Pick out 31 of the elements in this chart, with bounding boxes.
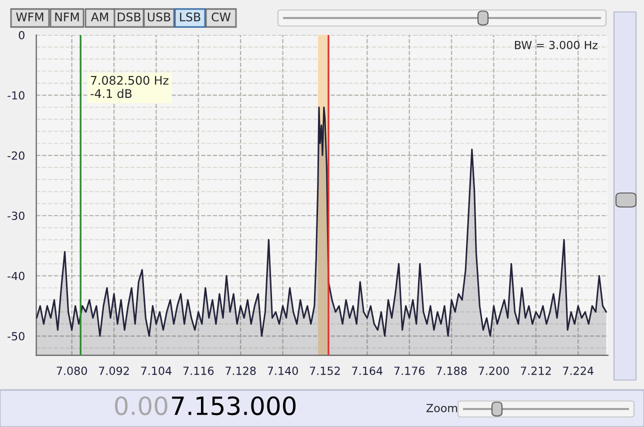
y-tick-label: -30 bbox=[8, 212, 24, 220]
y-tick-label: -20 bbox=[8, 151, 24, 160]
text: AM bbox=[90, 12, 108, 22]
x-tick-label: 7.104 bbox=[141, 366, 172, 376]
text: Zoom bbox=[426, 404, 458, 412]
text: DSB bbox=[118, 12, 141, 22]
text: CW bbox=[212, 12, 231, 22]
x-tick-label: 7.188 bbox=[436, 366, 467, 376]
text: NFM bbox=[55, 12, 79, 22]
x-tick-label: 7.080 bbox=[56, 366, 87, 376]
x-tick-label: 7.092 bbox=[99, 366, 129, 376]
annotation: BW = 3.000 Hz bbox=[514, 40, 598, 50]
annotation: 7.082.500 Hz -4.1 dB bbox=[90, 76, 168, 98]
x-tick-label: 7.164 bbox=[352, 366, 382, 376]
x-tick-label: 7.140 bbox=[268, 366, 298, 376]
x-tick-label: 7.116 bbox=[183, 366, 214, 376]
text: 7.153.000 bbox=[172, 396, 296, 416]
y-tick-label: -40 bbox=[8, 272, 24, 280]
x-tick-label: 7.128 bbox=[226, 366, 256, 376]
text: LSB bbox=[180, 12, 200, 22]
y-tick-label: -10 bbox=[8, 91, 24, 100]
text: USB bbox=[148, 12, 170, 22]
x-tick-label: 7.212 bbox=[520, 366, 551, 375]
x-tick-label: 7.176 bbox=[394, 366, 425, 376]
text: 0.00 bbox=[114, 396, 168, 416]
x-tick-label: 7.200 bbox=[478, 366, 509, 376]
y-tick-label: -50 bbox=[8, 332, 24, 340]
x-tick-label: 7.152 bbox=[310, 366, 340, 376]
x-tick-label: 7.224 bbox=[563, 366, 594, 375]
text: WFM bbox=[16, 12, 44, 22]
y-tick-label: 0 bbox=[18, 30, 24, 40]
